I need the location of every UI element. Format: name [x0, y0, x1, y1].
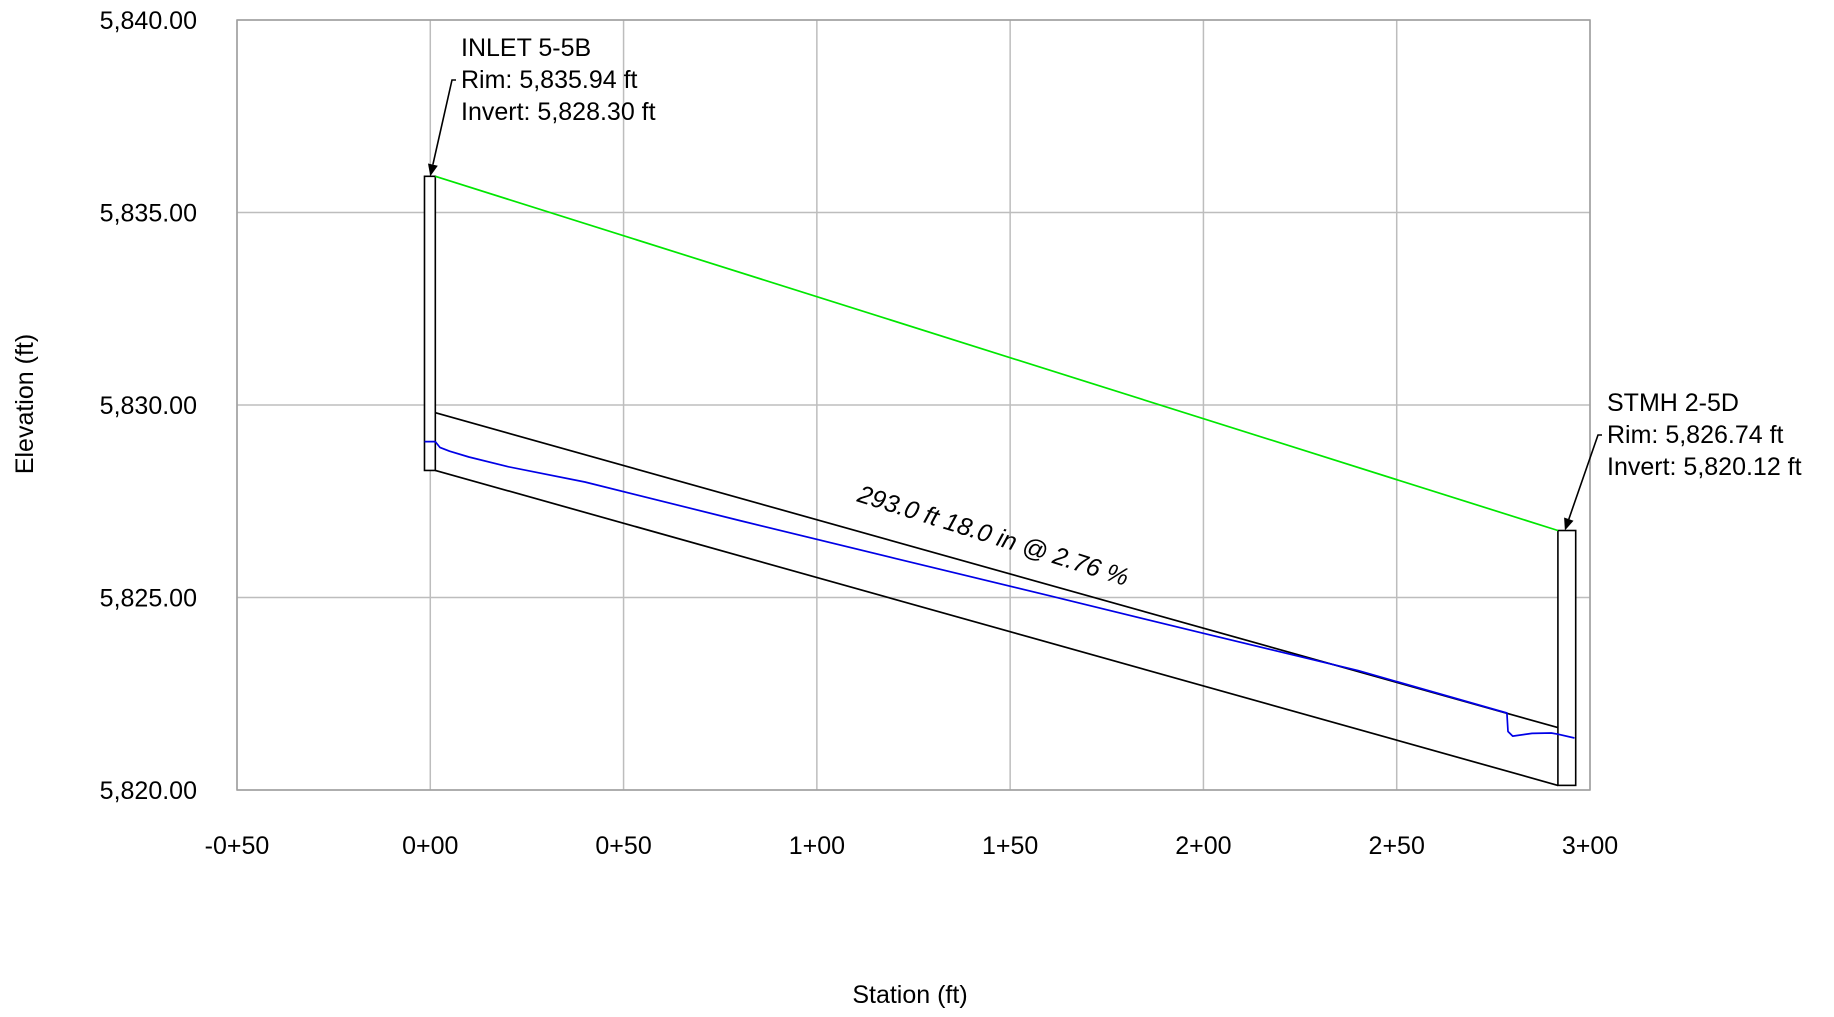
inlet-invert-label: Invert: 5,828.30 ft: [461, 98, 656, 126]
pipe_crown-line: [435, 411, 1559, 729]
x-tick-label: 0+00: [402, 832, 458, 860]
y-tick-labels: 5,820.00 5,825.00 5,830.00 5,835.00 5,840.00: [100, 7, 197, 805]
inlet-leader-line: [432, 79, 456, 165]
y-tick-label: 5,820.00: [100, 777, 197, 805]
manhole-structure: [1557, 529, 1577, 787]
ground-line: [435, 175, 1559, 532]
y-tick-label: 5,825.00: [100, 585, 197, 613]
y-axis-title: Elevation (ft): [11, 334, 39, 474]
manhole-rim-label: Rim: 5,826.74 ft: [1607, 421, 1784, 449]
x-tick-label: 0+50: [595, 832, 651, 860]
series: [424, 175, 1575, 787]
inlet-name-label: INLET 5-5B: [461, 34, 591, 62]
x-tick-label: 3+00: [1562, 832, 1618, 860]
x-tick-label: 2+50: [1369, 832, 1425, 860]
pipe-label: 293.0 ft 18.0 in @ 2.76 %: [853, 480, 1132, 592]
manhole-invert-label: Invert: 5,820.12 ft: [1607, 453, 1802, 481]
x-tick-label: 2+00: [1175, 832, 1231, 860]
plot-frame: [236, 19, 1591, 791]
manhole-arrowhead: [1564, 517, 1574, 531]
manhole-name-label: STMH 2-5D: [1607, 389, 1739, 417]
y-tick-label: 5,840.00: [100, 7, 197, 35]
x-tick-label: 1+00: [789, 832, 845, 860]
manhole-leader-line: [1568, 434, 1602, 520]
x-tick-labels: -0+50 0+00 0+50 1+00 1+50 2+00 2+50 3+00: [205, 832, 1618, 860]
y-tick-label: 5,830.00: [100, 392, 197, 420]
x-axis-title: Station (ft): [852, 981, 967, 1009]
inlet-callout: INLET 5-5B Rim: 5,835.94 ft Invert: 5,82…: [428, 34, 656, 177]
manhole-callout: STMH 2-5D Rim: 5,826.74 ft Invert: 5,820…: [1564, 389, 1802, 531]
structures: [423, 175, 1577, 787]
inlet-structure: [423, 175, 437, 472]
pipe_invert-line: [435, 469, 1559, 787]
x-tick-label: 1+50: [982, 832, 1038, 860]
hydraulic_grade-line: [424, 440, 1575, 739]
y-tick-label: 5,835.00: [100, 200, 197, 228]
x-tick-label: -0+50: [205, 832, 270, 860]
inlet-arrowhead: [428, 163, 438, 177]
inlet-rim-label: Rim: 5,835.94 ft: [461, 66, 638, 94]
